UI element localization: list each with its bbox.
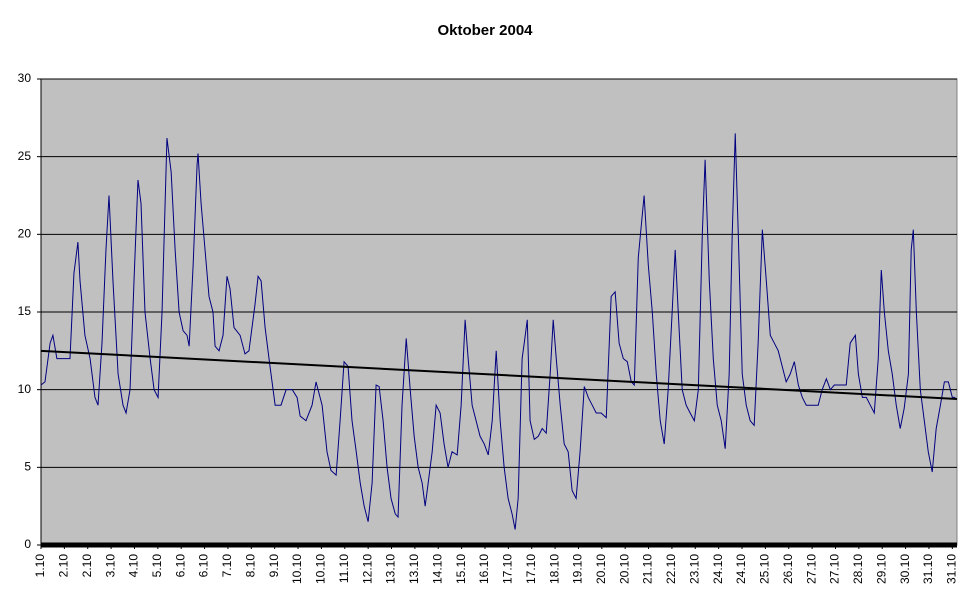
- x-tick-label: 9.10: [267, 554, 281, 578]
- x-tick-label: 13.10: [384, 554, 398, 584]
- x-tick-label: 12.10: [360, 554, 374, 584]
- x-tick-label: 11.10: [337, 554, 351, 583]
- x-tick-label: 19.10: [571, 554, 585, 584]
- x-tick-label: 8.10: [243, 554, 257, 578]
- x-tick-label: 26.10: [781, 554, 795, 584]
- x-tick-label: 15.10: [454, 554, 468, 584]
- y-tick-label: 10: [18, 382, 32, 396]
- x-tick-label: 6.10: [173, 554, 187, 578]
- x-tick-label: 18.10: [547, 554, 561, 584]
- x-tick-label: 17.10: [524, 554, 538, 584]
- x-tick-label: 23.10: [687, 554, 701, 584]
- x-tick-label: 28.10: [851, 554, 865, 584]
- x-tick-label: 5.10: [150, 554, 164, 578]
- x-tick-label: 30.10: [898, 554, 912, 584]
- x-tick-label: 2.10: [57, 554, 71, 578]
- x-tick-label: 2.10: [80, 554, 94, 578]
- chart-title: Oktober 2004: [437, 22, 533, 39]
- x-tick-label: 10.10: [290, 554, 304, 584]
- x-tick-label: 24.10: [711, 554, 725, 584]
- x-tick-label: 25.10: [758, 554, 772, 584]
- x-tick-label: 1.10: [33, 554, 47, 578]
- y-tick-label: 15: [18, 304, 32, 318]
- x-tick-label: 24.10: [734, 554, 748, 584]
- y-tick-label: 5: [24, 460, 31, 474]
- x-tick-label: 16.10: [477, 554, 491, 584]
- x-tick-label: 4.10: [127, 554, 141, 578]
- x-tick-label: 21.10: [641, 554, 655, 584]
- series-line: [40, 349, 958, 400]
- series-line: [40, 133, 956, 530]
- y-tick-label: 0: [24, 537, 31, 551]
- x-tick-label: 17.10: [501, 554, 515, 584]
- x-tick-label: 14.10: [430, 554, 444, 584]
- x-tick-label: 13.10: [407, 554, 421, 584]
- x-tick-label: 27.10: [828, 554, 842, 584]
- x-tick-label: 20.10: [594, 554, 608, 584]
- x-tick-label: 20.10: [617, 554, 631, 584]
- x-tick-label: 29.10: [874, 554, 888, 584]
- x-tick-label: 6.10: [197, 554, 211, 578]
- y-tick-label: 25: [18, 149, 32, 163]
- x-tick-label: 10.10: [314, 554, 328, 584]
- x-tick-label: 22.10: [664, 554, 678, 584]
- y-tick-label: 30: [18, 71, 32, 85]
- x-tick-label: 31.10: [944, 554, 958, 584]
- x-tick-label: 27.10: [804, 554, 818, 584]
- x-tick-label: 31.10: [921, 554, 935, 584]
- x-tick-label: 7.10: [220, 554, 234, 578]
- x-tick-label: 3.10: [103, 554, 117, 578]
- y-tick-label: 20: [18, 227, 32, 241]
